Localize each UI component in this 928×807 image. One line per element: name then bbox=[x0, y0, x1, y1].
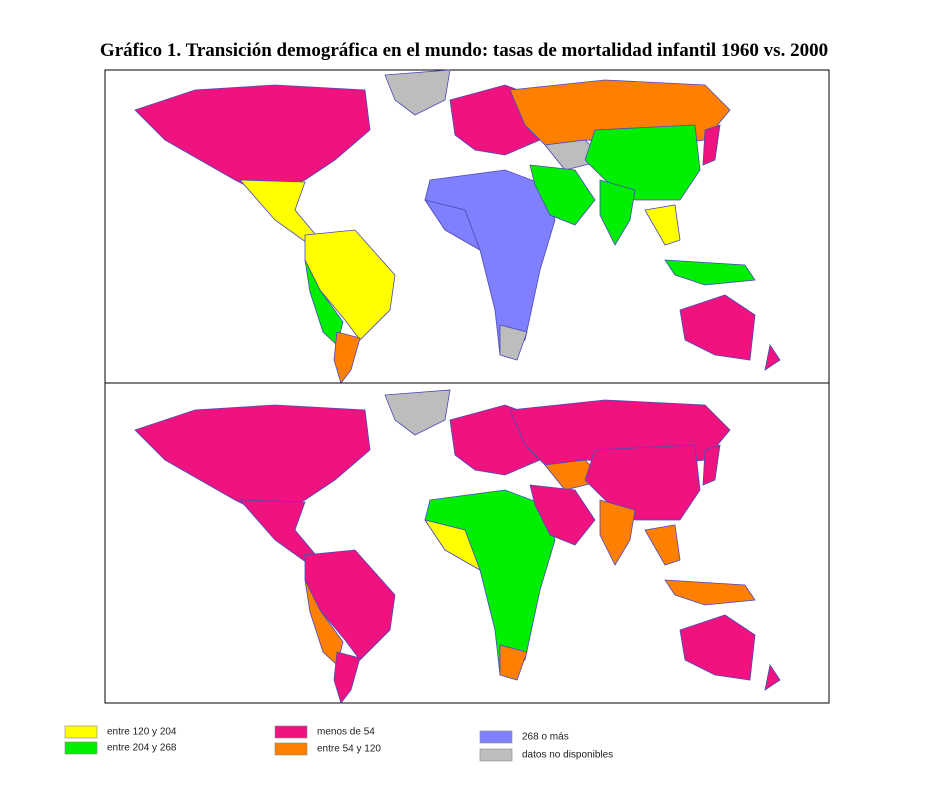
legend-label: entre 204 y 268 bbox=[107, 743, 177, 754]
legend-swatch bbox=[64, 741, 98, 755]
legend-label: 268 o más bbox=[522, 732, 569, 743]
legend-swatch bbox=[274, 725, 308, 739]
legend-swatch bbox=[64, 725, 98, 739]
legend: entre 120 y 204 entre 204 y 268 menos de 5… bbox=[64, 725, 613, 762]
legend-label: entre 54 y 120 bbox=[317, 744, 381, 755]
legend-label: menos de 54 bbox=[317, 727, 375, 738]
map-2000 bbox=[104, 382, 830, 704]
legend-swatch bbox=[479, 730, 513, 744]
legend-swatch bbox=[479, 748, 513, 762]
map-1960 bbox=[104, 69, 830, 384]
legend-label: entre 120 y 204 bbox=[107, 727, 177, 738]
title: Gráfico 1. Transición demográfica en el … bbox=[99, 40, 829, 61]
legend-swatch bbox=[274, 742, 308, 756]
legend-label: datos no disponibles bbox=[522, 750, 613, 761]
